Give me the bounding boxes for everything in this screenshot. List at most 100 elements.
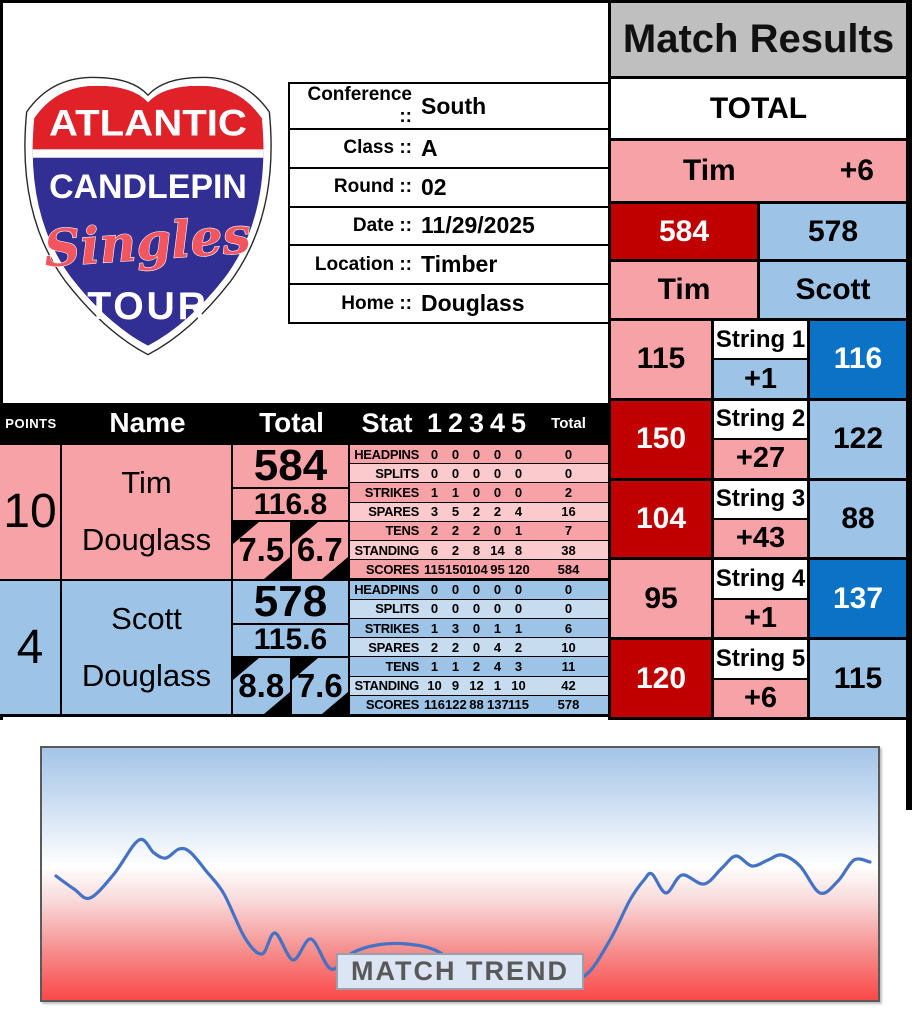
player-badges: 7.5 6.7 bbox=[233, 522, 348, 579]
stat-total: 6 bbox=[564, 620, 573, 636]
stat-value: 0 bbox=[493, 465, 502, 481]
stat-value: 1 bbox=[514, 620, 523, 636]
stat-label: STANDING bbox=[354, 678, 419, 694]
stat-value: 1 bbox=[451, 485, 460, 501]
stat-value: 0 bbox=[514, 601, 523, 617]
stat-value: 4 bbox=[493, 658, 502, 674]
string-running-diff: +1 bbox=[714, 360, 807, 398]
player-last-name: Douglass bbox=[81, 522, 212, 558]
stat-row: TENS 2 2 2 0 1 7 bbox=[350, 521, 608, 541]
stat-value: 9 bbox=[451, 678, 460, 694]
stat-label: TENS bbox=[385, 658, 420, 674]
stat-row: SPARES 2 2 0 4 2 10 bbox=[350, 638, 608, 657]
total-column-header: Total bbox=[259, 407, 324, 438]
string-mid-cell: String 2 +27 bbox=[714, 400, 807, 478]
total-scores-row: 584 578 bbox=[611, 204, 906, 259]
player-stats-table: POINTS Name Total Stat 1 2 3 4 5 Total 1… bbox=[0, 403, 608, 717]
stat-value: 1 bbox=[430, 485, 439, 501]
stat-value: 0 bbox=[514, 446, 523, 462]
stat-value: 8 bbox=[472, 542, 481, 558]
player-badge-left: 8.8 bbox=[233, 657, 290, 714]
player-badge-right: 6.7 bbox=[291, 522, 348, 579]
player-badges: 8.8 7.6 bbox=[233, 657, 348, 714]
info-row: Conference :: South bbox=[290, 84, 608, 128]
string-label: String 3 bbox=[714, 480, 807, 518]
game4-header: 4 bbox=[489, 407, 506, 438]
info-row: Location :: Timber bbox=[290, 244, 608, 283]
stat-value: 0 bbox=[430, 601, 439, 617]
stat-label: STRIKES bbox=[364, 620, 420, 636]
player-badge-right: 7.6 bbox=[291, 657, 348, 714]
stat-value: 3 bbox=[514, 658, 523, 674]
tim-string-score: 95 bbox=[611, 560, 711, 638]
game2-header: 2 bbox=[447, 407, 464, 438]
player-badge-left: 7.5 bbox=[233, 522, 290, 579]
scott-string-score: 122 bbox=[810, 400, 906, 478]
stat-label: STRIKES bbox=[364, 485, 420, 501]
stat-value: 3 bbox=[451, 620, 460, 636]
player-names-row: Tim Scott bbox=[611, 262, 906, 318]
info-label: Date :: bbox=[352, 214, 412, 236]
string-row-2: 150 String 2 +27 122 bbox=[611, 400, 906, 478]
tim-name-cell: Tim bbox=[611, 262, 757, 318]
stat-value: 95 bbox=[490, 561, 505, 577]
string-label: String 5 bbox=[714, 640, 807, 678]
stat-label: HEADPINS bbox=[354, 582, 419, 598]
string-running-diff: +43 bbox=[714, 519, 807, 558]
stat-total: 11 bbox=[561, 658, 576, 674]
info-label: Class :: bbox=[343, 137, 412, 159]
player-stat-rows: HEADPINS 0 0 0 0 0 0 SPLITS 0 0 0 0 0 0 STRIKES 1 1 0 0 0 2 S… bbox=[350, 445, 608, 579]
stat-total: 0 bbox=[564, 446, 573, 462]
info-row: Home :: Douglass bbox=[290, 283, 608, 322]
stat-value: 0 bbox=[451, 446, 460, 462]
stat-label: SPARES bbox=[368, 504, 419, 520]
stat-value: 10 bbox=[427, 678, 442, 694]
stat-value: 0 bbox=[493, 601, 502, 617]
stat-total: 0 bbox=[564, 582, 573, 598]
stat-row: SPARES 3 5 2 2 4 16 bbox=[350, 502, 608, 521]
stats-table-header: POINTS Name Total Stat 1 2 3 4 5 Total bbox=[0, 403, 608, 443]
match-leader-row: Tim +6 bbox=[611, 141, 906, 201]
scott-string-score: 88 bbox=[810, 480, 906, 558]
name-column-header: Name bbox=[109, 407, 186, 438]
stat-total: 16 bbox=[561, 504, 576, 520]
match-trend-chart: MATCH TREND bbox=[40, 746, 880, 1002]
frame-right-border bbox=[906, 0, 912, 810]
scott-string-score: 115 bbox=[810, 640, 906, 717]
stat-value: 150 bbox=[445, 561, 467, 577]
logo-tour: TOUR bbox=[87, 285, 209, 328]
player-average: 115.6 bbox=[233, 623, 348, 656]
scott-name-cell: Scott bbox=[760, 262, 906, 318]
string-mid-cell: String 3 +43 bbox=[714, 480, 807, 558]
stat-row: STANDING 10 9 12 1 10 42 bbox=[350, 676, 608, 695]
stat-total: 10 bbox=[561, 639, 576, 655]
player-name: Tim Douglass bbox=[62, 445, 231, 579]
stat-total: 42 bbox=[561, 678, 576, 694]
stat-value: 116 bbox=[424, 697, 445, 713]
stat-value: 0 bbox=[493, 582, 502, 598]
stat-value: 104 bbox=[466, 561, 488, 577]
stat-value: 0 bbox=[493, 446, 502, 462]
stat-value: 122 bbox=[445, 697, 467, 713]
frame-left-border bbox=[0, 0, 3, 720]
player-first-name: Tim bbox=[121, 465, 172, 501]
scott-string-score: 137 bbox=[810, 560, 906, 638]
stat-total: 2 bbox=[564, 485, 573, 501]
player-block-tim: 10 Tim Douglass 584 116.8 7.5 6.7 HEADPINS 0 0 0 0 0… bbox=[0, 441, 608, 579]
stat-label: SCORES bbox=[365, 561, 419, 577]
info-row: Class :: A bbox=[290, 128, 608, 167]
stat-total: 7 bbox=[564, 523, 573, 539]
total-section-title: TOTAL bbox=[611, 79, 906, 138]
stat-row: SPLITS 0 0 0 0 0 0 bbox=[350, 599, 608, 618]
results-column: Match Results TOTAL Tim +6 584 578 Tim S… bbox=[608, 0, 906, 720]
player-totals: 584 116.8 7.5 6.7 bbox=[233, 441, 348, 579]
stat-label: TENS bbox=[385, 523, 420, 539]
stat-value: 1 bbox=[430, 658, 439, 674]
stat-value: 2 bbox=[451, 523, 460, 539]
string-row-4: 95 String 4 +1 137 bbox=[611, 560, 906, 638]
stat-value: 0 bbox=[472, 446, 481, 462]
stat-value: 0 bbox=[514, 485, 523, 501]
stat-value: 0 bbox=[472, 582, 481, 598]
info-row: Round :: 02 bbox=[290, 166, 608, 206]
stat-value: 0 bbox=[430, 465, 439, 481]
